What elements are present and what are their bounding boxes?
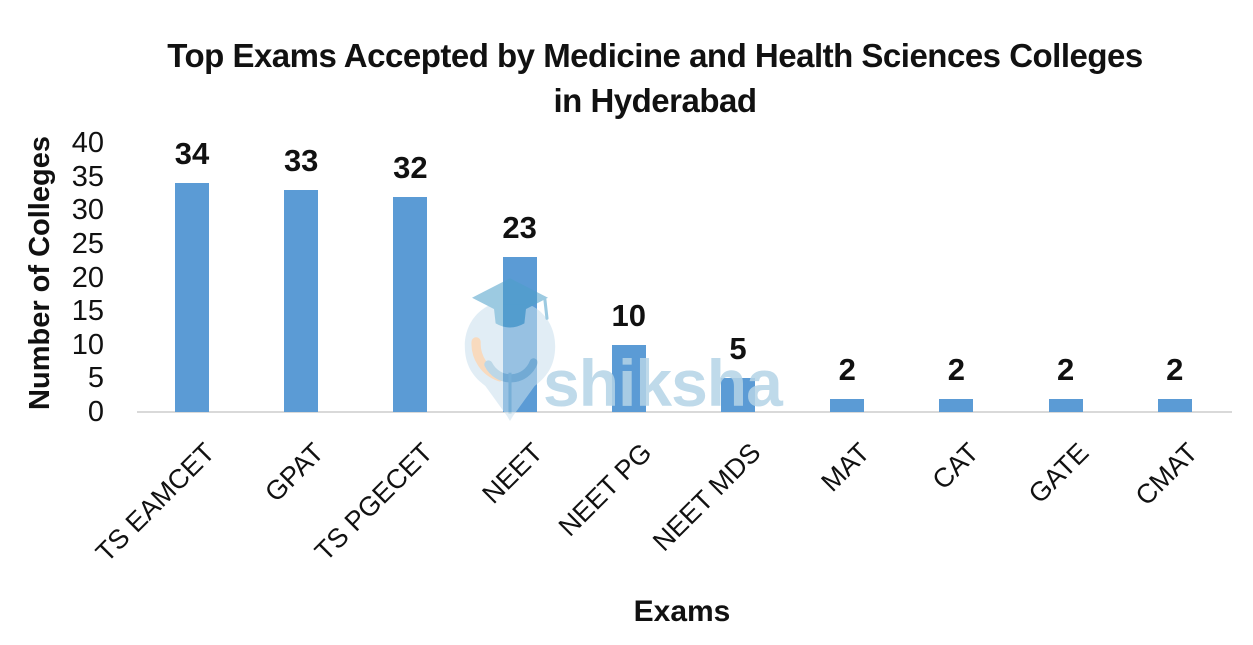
bar-value-label-mat: 2 xyxy=(838,352,856,387)
bar-ts-pgecet xyxy=(393,197,428,412)
bar-value-label-ts-eamcet: 34 xyxy=(174,136,210,171)
y-tick-label-0: 0 xyxy=(87,396,104,428)
y-tick-label-10: 10 xyxy=(71,328,104,361)
bar-value-label-gpat: 33 xyxy=(283,143,319,178)
watermark-collar-arc xyxy=(484,358,538,383)
bar-value-label-ts-pgecet: 32 xyxy=(393,150,428,185)
bar-value-label-gate: 2 xyxy=(1056,352,1075,387)
chart-title: Top Exams Accepted by Medicine and Healt… xyxy=(55,33,1253,123)
y-tick-label-30: 30 xyxy=(71,194,104,227)
bar-value-label-cmat: 2 xyxy=(1166,352,1184,387)
y-tick-label-5: 5 xyxy=(87,362,104,395)
y-tick-label-20: 20 xyxy=(71,261,104,294)
bar-value-label-neet-mds: 5 xyxy=(729,331,747,366)
x-axis-title: Exams xyxy=(633,595,731,628)
chart-title-line1: Top Exams Accepted by Medicine and Healt… xyxy=(167,37,1143,74)
bar-cat xyxy=(939,399,974,412)
y-tick-label-25: 25 xyxy=(71,227,104,260)
bar-gpat xyxy=(284,190,319,412)
bar-cmat xyxy=(1157,399,1192,412)
watermark-body-shape xyxy=(464,300,556,421)
watermark-cap-base xyxy=(493,304,527,328)
shiksha-graduation-cap-logo-icon xyxy=(464,278,556,421)
bar-gate xyxy=(1048,399,1083,412)
shiksha-watermark-text: shiksha xyxy=(543,346,783,420)
watermark-cap-tassel xyxy=(543,298,549,320)
bar-neet-pg xyxy=(611,345,646,412)
chart-title-line2: in Hyderabad xyxy=(553,82,757,119)
bar-ts-eamcet xyxy=(175,183,209,412)
y-tick-label-40: 40 xyxy=(71,127,104,159)
y-tick-label-35: 35 xyxy=(71,160,104,193)
bar-value-label-cat: 2 xyxy=(947,352,966,387)
bar-value-label-neet-pg: 10 xyxy=(611,298,647,333)
y-tick-label-15: 15 xyxy=(71,295,104,328)
bar-neet-mds xyxy=(721,378,755,412)
bar-value-label-neet: 23 xyxy=(502,210,537,245)
x-axis-line xyxy=(137,411,1232,413)
bar-mat xyxy=(830,399,865,412)
